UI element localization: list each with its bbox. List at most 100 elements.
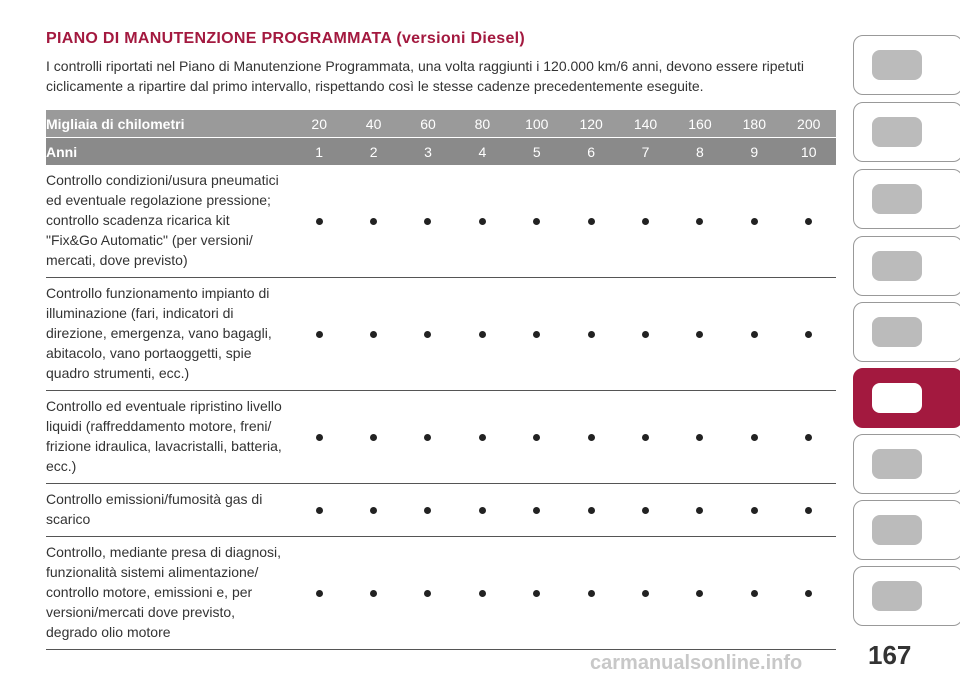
check-dot	[805, 331, 813, 338]
check-cell	[618, 210, 672, 230]
check-dot	[478, 590, 486, 597]
check-cell	[673, 323, 727, 343]
section-tab[interactable]	[853, 102, 960, 162]
maintenance-table: Migliaia di chilometri 20 40 60 80 100 120 140 1…	[46, 110, 836, 650]
check-dot	[750, 434, 758, 441]
check-dot	[533, 434, 541, 441]
row-label: Controllo condizioni/usura pneumatici ed …	[46, 170, 292, 270]
check-cell	[727, 323, 781, 343]
header-cell: 9	[750, 143, 759, 160]
check-cell	[618, 582, 672, 602]
tab-icon	[872, 383, 922, 413]
check-cell	[782, 426, 836, 446]
header-cell: 7	[641, 143, 650, 160]
check-dot	[696, 507, 704, 514]
check-cell	[292, 210, 346, 230]
check-dot	[533, 331, 541, 338]
row-label-line: Controllo ed eventuale ripristino livell…	[46, 398, 282, 414]
header-cell: 160	[688, 115, 712, 132]
check-dot	[750, 331, 758, 338]
intro-line: ciclicamente a ripartire dal primo inter…	[46, 78, 704, 94]
check-cell	[782, 210, 836, 230]
check-cell	[510, 499, 564, 519]
check-dot	[315, 218, 323, 225]
header-cell: 8	[696, 143, 704, 160]
section-tab[interactable]	[853, 500, 960, 560]
section-tab[interactable]	[853, 434, 960, 494]
check-dot	[696, 590, 704, 597]
check-cell	[673, 499, 727, 519]
section-tab[interactable]	[853, 368, 960, 428]
header-cell: 140	[633, 115, 658, 132]
row-label-line: Controllo, mediante presa di diagnosi,	[46, 544, 282, 560]
check-cell	[782, 582, 836, 602]
header-label: Anni	[46, 143, 78, 160]
section-tab[interactable]	[853, 566, 960, 626]
check-dot	[424, 507, 432, 514]
header-cell: 60	[420, 115, 436, 132]
section-tab[interactable]	[853, 236, 960, 296]
check-dot	[424, 331, 432, 338]
check-cell	[455, 582, 509, 602]
header-cell: 3	[424, 143, 432, 160]
header-cell: 40	[365, 115, 382, 132]
check-cell	[727, 582, 781, 602]
row-label-line: "Fix&Go Automatic" (per versioni/	[46, 232, 253, 248]
check-dot	[642, 434, 650, 441]
row-label-line: direzione, emergenza, vano bagagli,	[46, 325, 272, 341]
check-cell	[292, 426, 346, 446]
check-cell	[292, 323, 346, 343]
tab-icon	[872, 317, 922, 347]
section-tab[interactable]	[853, 302, 960, 362]
check-cell	[401, 582, 455, 602]
header-label: Migliaia di chilometri	[46, 115, 185, 132]
check-cell	[782, 499, 836, 519]
row-label-line: controllo motore, emissioni e, per	[46, 584, 253, 600]
check-dot	[424, 590, 432, 597]
table-row: Controllo emissioni/fumosità gas di scari…	[46, 484, 836, 537]
check-cell	[673, 582, 727, 602]
check-dot	[696, 434, 704, 441]
header-cell: 2	[369, 143, 378, 160]
check-dot	[370, 218, 378, 225]
check-dot	[587, 218, 595, 225]
section-tab[interactable]	[853, 169, 960, 229]
check-cell	[455, 426, 509, 446]
row-label-line: controllo scadenza ricarica kit	[46, 212, 230, 228]
check-cell	[673, 210, 727, 230]
header-row: Anni 1 2 3 4 5 6 7 8 9 10	[46, 137, 836, 165]
check-cell	[346, 499, 400, 519]
check-dot	[370, 434, 378, 441]
row-label-line: quadro strumenti, ecc.)	[46, 365, 190, 381]
check-cell	[510, 323, 564, 343]
check-dot	[424, 434, 432, 441]
row-label-line: ecc.)	[46, 458, 77, 474]
check-dot	[315, 507, 323, 514]
check-cell	[564, 499, 618, 519]
tab-icon	[872, 515, 922, 545]
check-dot	[478, 218, 486, 225]
check-cell	[564, 426, 618, 446]
table-row: Controllo funzionamento impianto di illum…	[46, 278, 836, 391]
check-dot	[642, 218, 650, 225]
check-dot	[478, 331, 486, 338]
check-cell	[292, 499, 346, 519]
section-tab[interactable]	[853, 35, 960, 95]
check-cell	[673, 426, 727, 446]
check-cell	[510, 426, 564, 446]
row-label-line: scarico	[46, 511, 91, 527]
row-label: Controllo funzionamento impianto di illum…	[46, 283, 292, 383]
check-cell	[455, 323, 509, 343]
row-label-line: mercati, dove previsto)	[46, 252, 188, 268]
check-cell	[401, 499, 455, 519]
intro-line: I controlli riportati nel Piano di Manut…	[46, 58, 804, 74]
check-dot	[315, 331, 323, 338]
check-cell	[455, 499, 509, 519]
header-cell: 120	[579, 115, 603, 132]
check-cell	[564, 210, 618, 230]
check-dot	[750, 590, 758, 597]
row-label-line: abitacolo, vano portaoggetti, spie	[46, 345, 252, 361]
row-label-line: Controllo funzionamento impianto di	[46, 285, 270, 301]
check-cell	[346, 582, 400, 602]
row-label-line: Controllo emissioni/fumosità gas di	[46, 491, 263, 507]
